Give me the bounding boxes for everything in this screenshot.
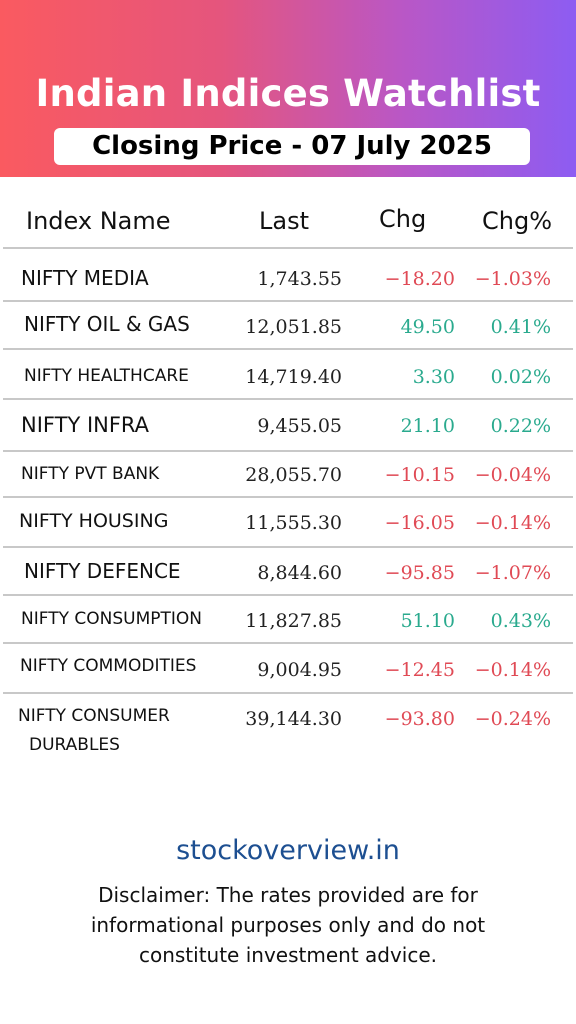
- row-divider: [3, 642, 573, 644]
- disclaimer-text: Disclaimer: The rates provided are for i…: [90, 883, 486, 967]
- change-value: −95.85: [384, 562, 455, 584]
- change-percent: 0.43%: [490, 610, 551, 632]
- index-name-line1: NIFTY CONSUMER: [18, 706, 170, 726]
- change-percent: −0.04%: [474, 464, 551, 486]
- row-divider: [3, 450, 573, 452]
- header-index-name: Index Name: [26, 207, 171, 235]
- change-percent: −0.14%: [474, 659, 551, 681]
- index-name: NIFTY MEDIA: [21, 266, 149, 290]
- index-name-line2: DURABLES: [29, 735, 120, 755]
- index-name: NIFTY HOUSING: [19, 510, 169, 532]
- change-value: 21.10: [400, 415, 455, 437]
- change-value: −16.05: [384, 512, 455, 534]
- page-title: Indian Indices Watchlist: [35, 72, 541, 115]
- last-price: 39,144.30: [245, 708, 342, 730]
- change-percent: −1.03%: [474, 268, 551, 290]
- row-divider: [3, 348, 573, 350]
- index-name: NIFTY COMMODITIES: [20, 656, 197, 676]
- row-divider: [3, 692, 573, 694]
- last-price: 12,051.85: [245, 316, 342, 338]
- header-last: Last: [259, 207, 309, 235]
- row-divider: [3, 300, 573, 302]
- last-price: 1,743.55: [257, 268, 342, 290]
- row-divider: [3, 496, 573, 498]
- last-price: 8,844.60: [257, 562, 342, 584]
- index-name: NIFTY OIL & GAS: [24, 312, 190, 336]
- change-value: −93.80: [384, 708, 455, 730]
- last-price: 28,055.70: [245, 464, 342, 486]
- change-percent: 0.02%: [490, 366, 551, 388]
- change-value: 49.50: [400, 316, 455, 338]
- change-value: 51.10: [400, 610, 455, 632]
- index-name: NIFTY INFRA: [21, 413, 150, 437]
- row-divider: [3, 594, 573, 596]
- row-divider: [3, 247, 573, 249]
- change-percent: 0.22%: [490, 415, 551, 437]
- change-value: −10.15: [384, 464, 455, 486]
- change-value: −18.20: [384, 268, 455, 290]
- change-percent: −0.24%: [474, 708, 551, 730]
- date-subtitle: Closing Price - 07 July 2025: [54, 128, 530, 165]
- website-link[interactable]: stockoverview.in: [176, 835, 400, 866]
- last-price: 11,827.85: [245, 610, 342, 632]
- change-percent: −0.14%: [474, 512, 551, 534]
- row-divider: [3, 546, 573, 548]
- row-divider: [3, 398, 573, 400]
- index-name: NIFTY DEFENCE: [24, 559, 181, 583]
- change-percent: −1.07%: [474, 562, 551, 584]
- last-price: 14,719.40: [245, 366, 342, 388]
- index-name: NIFTY PVT BANK: [21, 464, 160, 484]
- change-value: −12.45: [384, 659, 455, 681]
- last-price: 11,555.30: [245, 512, 342, 534]
- index-name: NIFTY HEALTHCARE: [24, 366, 189, 386]
- header-chg: Chg: [379, 205, 427, 233]
- last-price: 9,455.05: [257, 415, 342, 437]
- change-percent: 0.41%: [490, 316, 551, 338]
- header-chg-pct: Chg%: [482, 207, 553, 235]
- last-price: 9,004.95: [257, 659, 342, 681]
- change-value: 3.30: [412, 366, 455, 388]
- index-name: NIFTY CONSUMPTION: [21, 609, 202, 629]
